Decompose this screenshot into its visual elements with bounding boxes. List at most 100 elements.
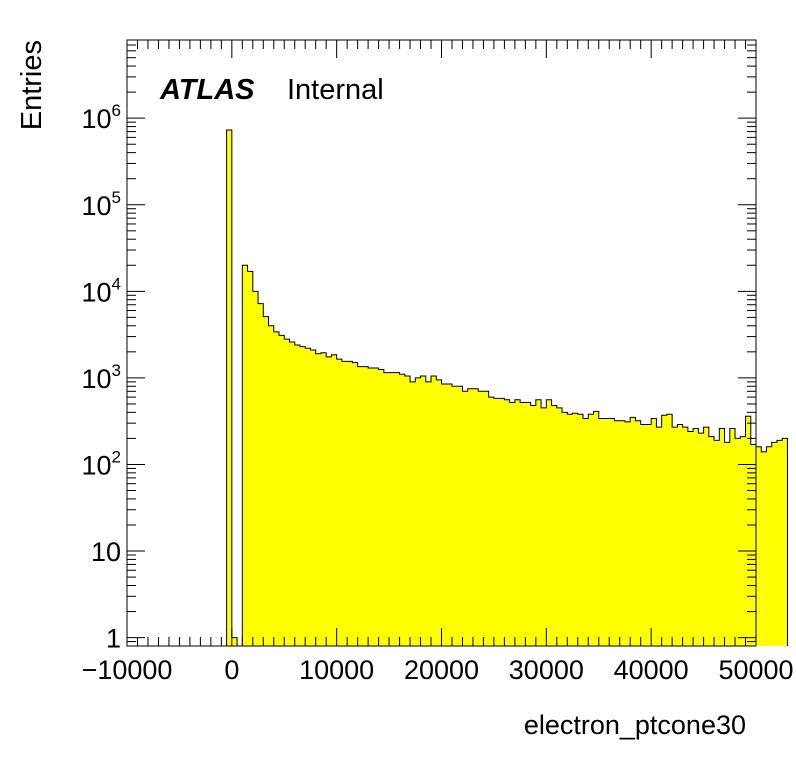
histogram-bar: [677, 424, 684, 646]
histogram-bar: [598, 418, 605, 646]
histogram-bar: [415, 377, 421, 646]
histogram-bar: [420, 376, 427, 646]
histogram-bar: [729, 428, 736, 646]
histogram-bar: [546, 399, 552, 646]
histogram-bar: [331, 354, 338, 646]
histogram-bar: [645, 424, 652, 646]
histogram-bar: [368, 368, 374, 646]
histogram-bar: [556, 407, 563, 646]
histogram-bar: [394, 372, 400, 646]
histogram-bar: [766, 446, 773, 646]
histogram-bar: [252, 291, 259, 646]
histogram-bar: [472, 388, 479, 646]
y-axis-title: Entries: [16, 40, 48, 130]
histogram-bar: [735, 438, 741, 646]
histogram-bar: [624, 421, 631, 646]
histogram-bar: [404, 376, 411, 646]
x-tick-label: 50000: [718, 655, 793, 685]
y-tick-label: 1: [106, 624, 121, 654]
histogram-bar: [326, 356, 332, 646]
histogram-bar: [451, 386, 458, 646]
histogram-outline: [226, 129, 788, 647]
histogram-bar: [640, 424, 647, 646]
histogram-bar: [289, 341, 296, 646]
histogram-bar: [320, 352, 327, 646]
x-tick-label: 0: [224, 655, 239, 685]
histogram-bar: [467, 388, 474, 646]
histogram-bar: [315, 353, 322, 646]
x-tick-label: 20000: [404, 655, 479, 685]
y-tick-label: 102: [81, 447, 121, 480]
histogram-bar: [347, 361, 353, 646]
histogram-bar: [284, 339, 290, 646]
histogram-bar: [504, 399, 511, 646]
histogram-bar: [357, 366, 364, 646]
histogram-bar: [294, 344, 301, 646]
y-tick-label: 104: [81, 274, 121, 307]
histogram-bar: [761, 451, 767, 646]
histogram-bar: [714, 440, 720, 646]
histogram-bar: [572, 413, 579, 646]
histogram-bar: [514, 399, 521, 646]
histogram-outline-path: [226, 129, 788, 647]
histogram-bar: [263, 316, 269, 646]
histogram-bar: [279, 335, 285, 646]
histogram-bar: [530, 405, 537, 646]
histogram-bar: [446, 384, 453, 646]
histogram-bar: [457, 386, 463, 646]
histogram-bar: [231, 637, 238, 646]
histogram-bar: [352, 362, 359, 646]
x-tick-label: 30000: [509, 655, 584, 685]
histogram-bar: [305, 348, 311, 646]
histogram-bar: [614, 420, 621, 646]
histogram-bar: [310, 350, 317, 646]
histogram-bar: [619, 420, 626, 646]
histogram-bar: [666, 414, 673, 646]
histogram-bar: [708, 436, 715, 646]
histogram-bar: [740, 436, 746, 646]
histogram-bar: [299, 346, 306, 646]
x-axis-title: electron_ptcone30: [524, 710, 746, 740]
histogram-bar: [341, 361, 348, 646]
histogram-bar: [493, 398, 500, 646]
y-tick-label: 106: [81, 101, 121, 134]
histogram-bar: [389, 372, 395, 646]
histogram-bar: [719, 428, 725, 646]
histogram-bar: [478, 391, 484, 646]
atlas-label: ATLAS: [159, 74, 255, 106]
x-tick-label: −10000: [82, 655, 173, 685]
histogram-bar: [693, 428, 699, 646]
histogram-bar: [258, 303, 264, 646]
histogram-bar: [562, 412, 568, 646]
histogram-bar: [750, 444, 757, 646]
histogram-bar: [431, 376, 437, 646]
histogram-bar: [410, 381, 416, 646]
histogram-bar: [362, 366, 369, 646]
histogram-bar: [567, 414, 573, 646]
histogram-bar: [383, 372, 390, 646]
histogram-bar: [273, 331, 280, 646]
histogram-bar: [588, 414, 594, 646]
histogram-bar: [593, 411, 600, 646]
histogram-bar: [577, 414, 584, 646]
axis-ticks: [126, 39, 757, 647]
histogram-bar: [724, 442, 731, 646]
histogram-bar: [603, 418, 610, 646]
histogram-bar: [656, 427, 663, 646]
histogram-bar: [630, 417, 636, 646]
histogram-bars: [226, 130, 788, 646]
histogram-bar: [541, 407, 547, 646]
histogram-bar: [336, 359, 343, 646]
x-tick-label: 40000: [614, 655, 689, 685]
plot-frame: [126, 39, 757, 647]
histogram-bar: [771, 442, 778, 646]
histogram-bar: [525, 402, 532, 646]
histogram-bar: [703, 427, 710, 646]
histogram-bar: [399, 374, 406, 646]
histogram-bar: [651, 418, 657, 646]
histogram-bar: [609, 418, 615, 646]
histogram-bar: [535, 399, 542, 646]
y-tick-label: 103: [81, 361, 121, 394]
x-tick-label: 10000: [299, 655, 374, 685]
